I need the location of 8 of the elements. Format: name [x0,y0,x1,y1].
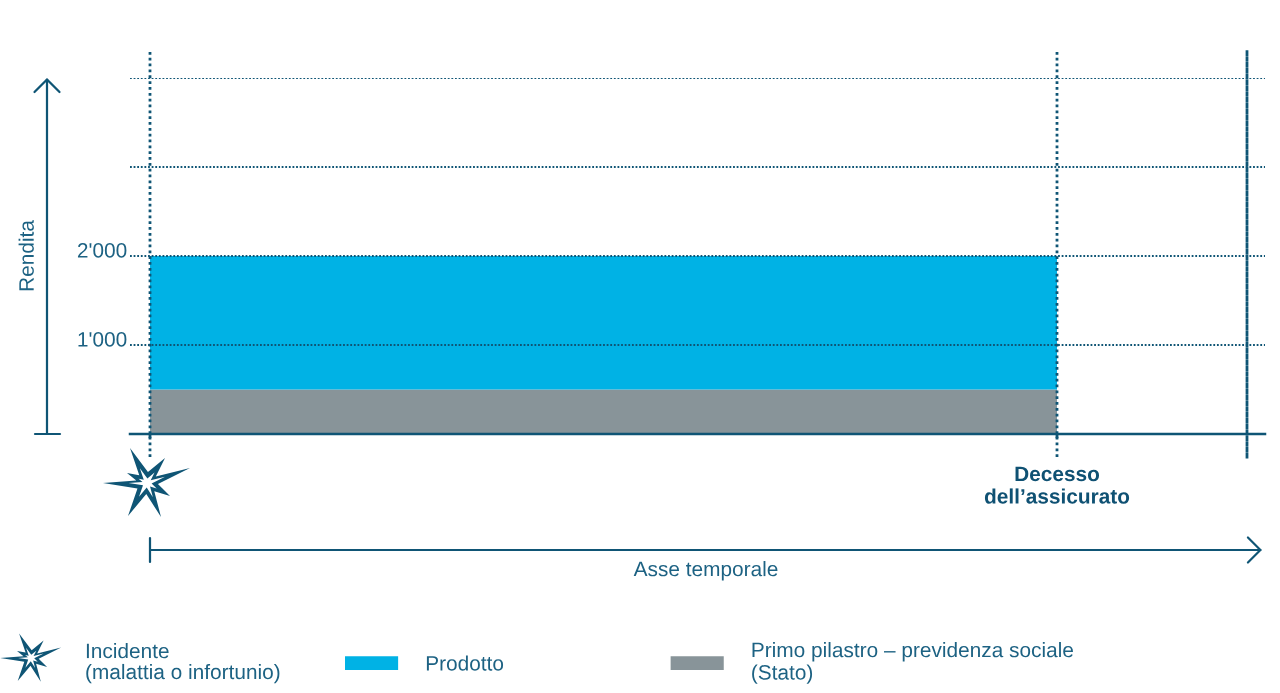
text: Incidente (malattia o infortunio) [86,643,280,684]
text: Asse temporale [633,561,778,581]
legend-label: Primo pilastro – previdenza sociale (Stato) [752,642,1073,684]
x-tick-label: Decesso dell’assicurato [984,466,1130,504]
y-tick-label: 1'000 [78,332,127,347]
y-axis-title: Rendita [18,220,34,291]
y-tick-label: 2'000 [77,243,127,258]
legend-label: Prodotto [426,655,504,671]
